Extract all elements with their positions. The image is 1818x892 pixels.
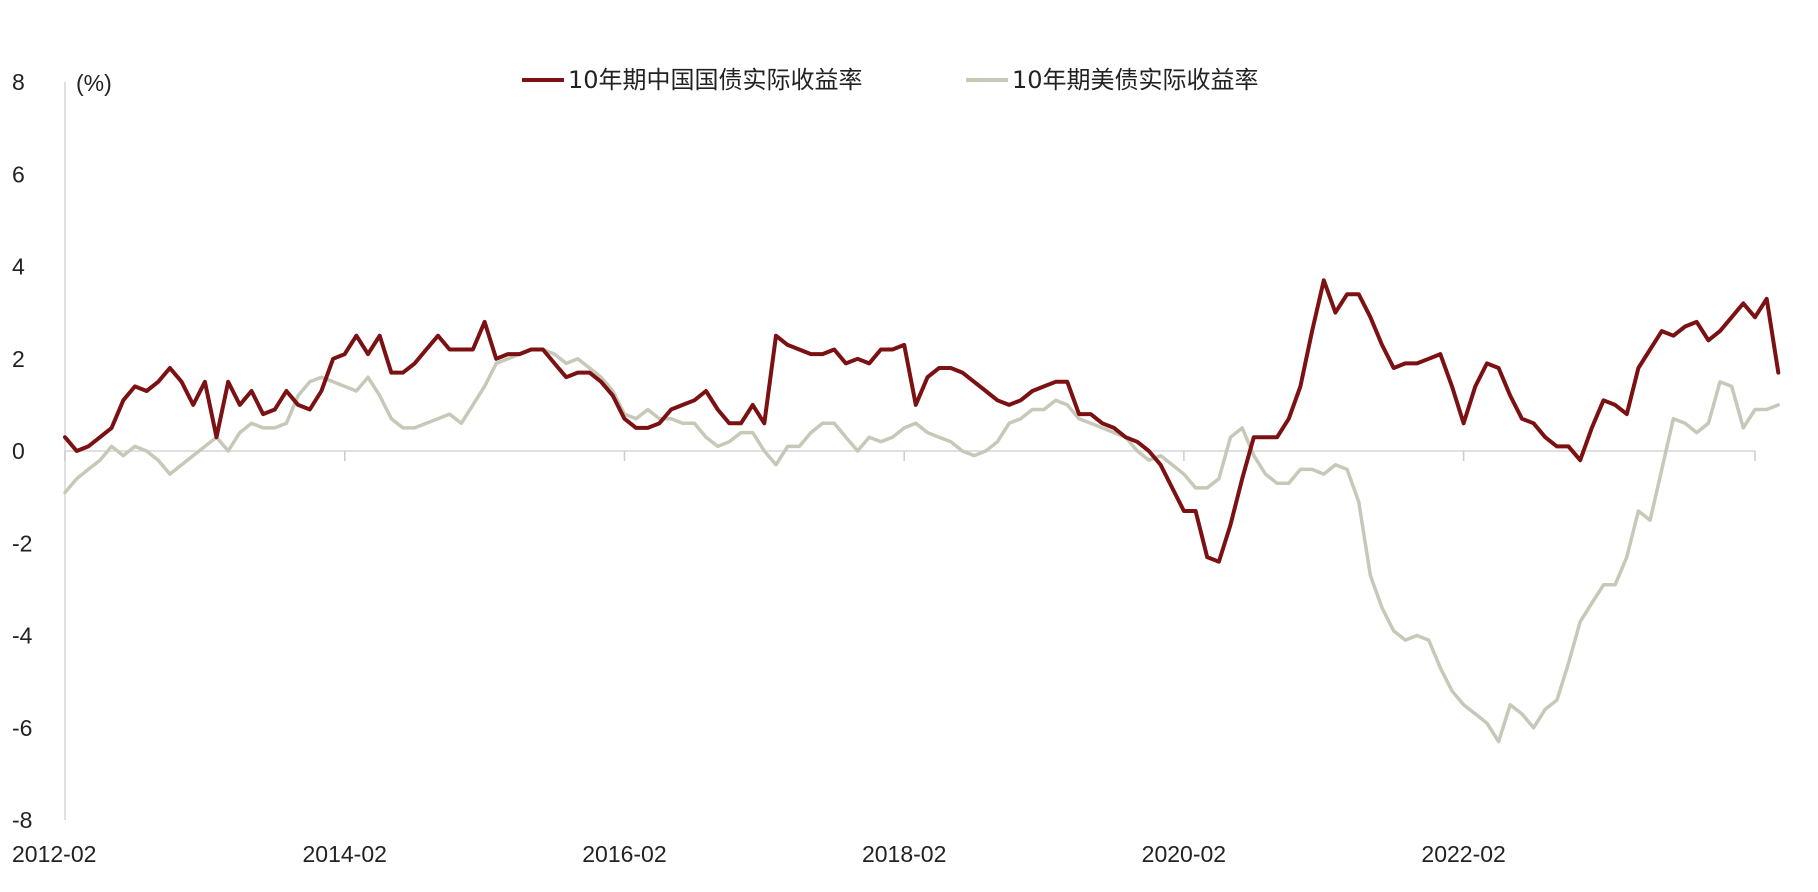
legend-label-us: 10年期美债实际收益率 — [1012, 66, 1259, 94]
y-tick-label: 2 — [12, 346, 25, 372]
legend: 10年期中国国债实际收益率 10年期美债实际收益率 — [522, 66, 1259, 94]
y-tick-label: 6 — [12, 161, 25, 187]
y-tick-label: -6 — [12, 715, 32, 741]
series-line-us — [63, 347, 1781, 744]
y-tick-label: -4 — [12, 623, 33, 649]
x-tick-label: 2012-02 — [12, 841, 96, 867]
y-tick-label: 4 — [12, 254, 25, 280]
y-tick-label: 0 — [12, 438, 25, 464]
y-tick-label: -8 — [12, 807, 32, 833]
legend-item-us: 10年期美债实际收益率 — [966, 66, 1259, 94]
y-tick-label: 8 — [12, 69, 25, 95]
x-tick-label: 2014-02 — [303, 841, 387, 867]
legend-label-china: 10年期中国国债实际收益率 — [568, 66, 863, 94]
legend-item-china: 10年期中国国债实际收益率 — [522, 66, 863, 94]
x-tick-label: 2018-02 — [862, 841, 946, 867]
y-axis-unit-label: (%) — [76, 70, 112, 96]
series-layer — [63, 278, 1781, 744]
x-tick-label: 2020-02 — [1142, 841, 1226, 867]
x-tick-label: 2016-02 — [582, 841, 666, 867]
x-axis: 2012-02 2014-02 2016-02 2018-02 2020-02 2022-… — [12, 450, 1756, 867]
y-axis: 8 6 4 2 0 -2 -4 -6 -8 — [12, 69, 66, 833]
x-tick-label: 2022-02 — [1421, 841, 1505, 867]
series-line-china — [63, 278, 1781, 564]
y-tick-label: -2 — [12, 530, 32, 556]
